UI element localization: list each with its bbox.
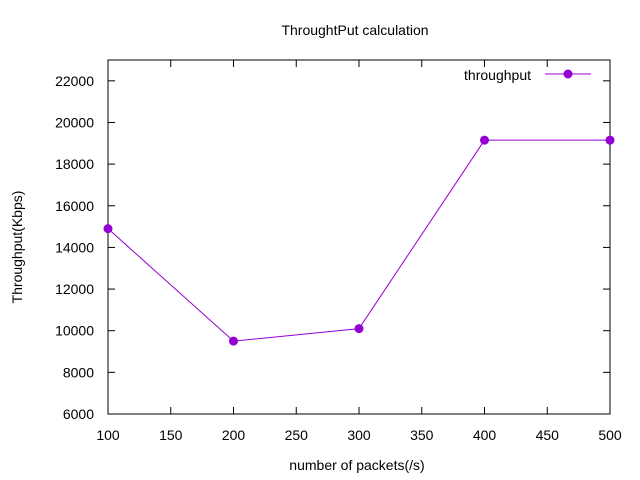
data-point-throughput-500 (605, 135, 615, 145)
legend-label-throughput: throughput (464, 67, 531, 83)
x-axis-ticks: 100 150 200 250 300 350 400 450 500 (96, 60, 622, 443)
y-axis-ticks: 6000 8000 10000 12000 14000 16000 18000 20000 22… (55, 73, 610, 422)
data-point-throughput-200 (229, 336, 238, 346)
series-line-throughput (107, 139, 610, 342)
x-tick-label-250: 250 (285, 427, 309, 443)
series-layer (103, 135, 615, 346)
y-tick-label-18000: 18000 (55, 156, 94, 172)
data-point-throughput-300 (354, 324, 364, 334)
y-tick-label-12000: 12000 (55, 281, 94, 297)
y-tick-label-8000: 8000 (63, 364, 94, 380)
plot-area-frame (107, 59, 611, 415)
chart-title: ThroughtPut calculation (281, 22, 428, 38)
x-tick-label-150: 150 (159, 427, 183, 443)
y-tick-label-16000: 16000 (55, 198, 94, 214)
x-tick-label-400: 400 (473, 427, 497, 443)
y-tick-label-6000: 6000 (63, 406, 94, 422)
x-tick-label-200: 200 (222, 427, 246, 443)
x-axis-label: number of packets(/s) (289, 457, 424, 473)
data-point-throughput-400 (480, 135, 489, 145)
x-tick-label-300: 300 (347, 427, 371, 443)
x-tick-label-500: 500 (598, 427, 622, 443)
legend-marker-throughput (563, 69, 573, 79)
x-tick-label-450: 450 (536, 427, 560, 443)
y-tick-label-14000: 14000 (55, 239, 94, 255)
y-axis-label: Throughput(Kbps) (9, 191, 25, 304)
x-tick-label-100: 100 (96, 427, 120, 443)
x-tick-label-350: 350 (410, 427, 434, 443)
legend: throughput (464, 67, 591, 83)
y-tick-label-22000: 22000 (55, 73, 94, 89)
data-point-throughput-100 (103, 224, 113, 234)
y-tick-label-20000: 20000 (55, 114, 94, 130)
y-tick-label-10000: 10000 (55, 323, 94, 339)
